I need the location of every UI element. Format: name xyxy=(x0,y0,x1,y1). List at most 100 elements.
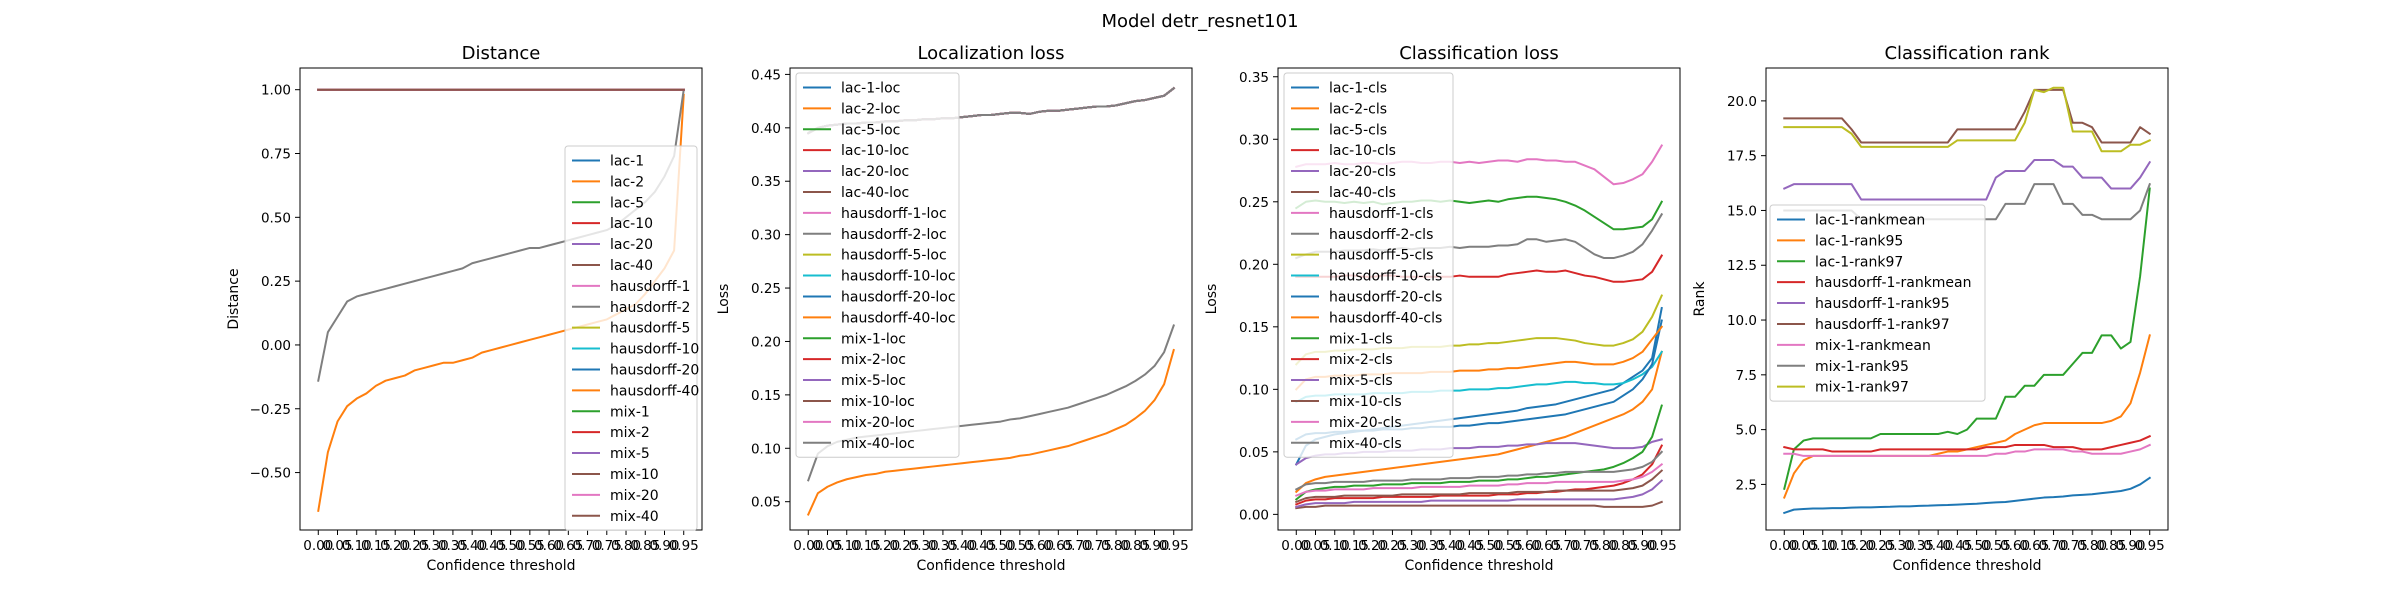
x-tick-label: 0.85 xyxy=(1120,538,1150,554)
legend-entry: hausdorff-2-cls xyxy=(1329,227,1433,243)
y-axis-label: Loss xyxy=(1204,284,1220,315)
x-tick-label: 0.00 xyxy=(303,538,333,554)
axes-frame xyxy=(299,67,703,531)
legend-entry: lac-20-cls xyxy=(1329,164,1396,180)
y-tick-label: 0.05 xyxy=(751,495,781,511)
chart-panel-3: Classification loss0.000.050.100.150.200… xyxy=(1204,43,1681,574)
y-tick-label: 0.75 xyxy=(261,147,291,163)
legend-entry: mix-5-loc xyxy=(841,373,906,389)
y-tick-label: 0.25 xyxy=(751,281,781,297)
y-tick-label: 0.35 xyxy=(1239,70,1269,86)
x-axis-label: Confidence threshold xyxy=(916,558,1065,574)
x-tick-label: 0.70 xyxy=(2039,538,2069,554)
y-tick-label: 10.0 xyxy=(1727,313,1757,329)
x-tick-label: 0.80 xyxy=(2077,538,2107,554)
x-tick-label: 0.25 xyxy=(399,538,429,554)
x-tick-label: 0.55 xyxy=(1981,538,2011,554)
x-tick-label: 0.65 xyxy=(1531,538,1561,554)
chart-title: Localization loss xyxy=(917,43,1064,64)
y-tick-label: 0.30 xyxy=(1239,132,1269,148)
legend-entry: mix-40-cls xyxy=(1329,436,1402,452)
x-tick-label: 0.95 xyxy=(1159,538,1189,554)
x-tick-label: 0.40 xyxy=(947,538,977,554)
y-tick-label: 0.00 xyxy=(1239,507,1269,523)
series-line-hausdorff-1-rank95 xyxy=(1782,159,2152,201)
x-tick-label: 0.85 xyxy=(1608,538,1638,554)
chart-panel-1: Distance0.000.050.100.150.200.250.300.35… xyxy=(226,43,703,574)
legend-entry: lac-5-loc xyxy=(841,122,900,138)
legend-entry: hausdorff-20-loc xyxy=(841,289,956,305)
legend-entry: mix-1-rank95 xyxy=(1815,359,1909,375)
series-line-mix-10-cls xyxy=(1294,469,1664,504)
legend-entry: mix-1-loc xyxy=(841,331,906,347)
x-tick-label: 0.70 xyxy=(1063,538,1093,554)
series-line-lac-1-rank97 xyxy=(1783,187,2151,491)
x-axis-label: Confidence threshold xyxy=(1892,558,2041,574)
legend-frame xyxy=(564,145,698,531)
legend-entry: hausdorff-1-rankmean xyxy=(1815,275,1972,291)
x-tick-label: 0.25 xyxy=(889,538,919,554)
x-tick-label: 0.25 xyxy=(1865,538,1895,554)
x-tick-label: 0.65 xyxy=(1043,538,1073,554)
x-tick-label: 0.10 xyxy=(1808,538,1838,554)
legend-entry: lac-1-cls xyxy=(1329,80,1387,96)
x-tick-label: 0.55 xyxy=(1493,538,1523,554)
legend-entry: hausdorff-5 xyxy=(610,321,690,337)
legend-entry: mix-1-rank97 xyxy=(1815,380,1909,396)
x-axis-label: Confidence threshold xyxy=(426,558,575,574)
x-tick-label: 0.15 xyxy=(1827,538,1857,554)
x-tick-label: 0.30 xyxy=(909,538,939,554)
x-tick-label: 0.10 xyxy=(832,538,862,554)
legend-entry: hausdorff-20-cls xyxy=(1329,289,1442,305)
legend-entry: mix-10-loc xyxy=(841,394,915,410)
x-tick-label: 0.15 xyxy=(1339,538,1369,554)
y-axis-label: Distance xyxy=(226,268,242,329)
legend-entry: lac-2-loc xyxy=(841,101,900,117)
y-tick-label: 0.00 xyxy=(261,338,291,354)
y-tick-label: 12.5 xyxy=(1727,258,1757,274)
legend-entry: hausdorff-40-loc xyxy=(841,310,956,326)
legend-entry: lac-1-rank95 xyxy=(1815,233,1903,249)
y-tick-label: 2.5 xyxy=(1736,477,1757,493)
x-tick-label: 0.35 xyxy=(1416,538,1446,554)
x-tick-label: 0.80 xyxy=(611,538,641,554)
legend-entry: lac-1 xyxy=(610,153,644,169)
x-tick-label: 0.90 xyxy=(2115,538,2145,554)
y-tick-label: 7.5 xyxy=(1736,368,1757,384)
legend-entry: lac-1-loc xyxy=(841,80,900,96)
legend-entry: mix-20-loc xyxy=(841,415,915,431)
legend-entry: lac-10-cls xyxy=(1329,143,1396,159)
x-tick-label: 0.80 xyxy=(1101,538,1131,554)
x-tick-label: 0.60 xyxy=(1512,538,1542,554)
legend-entry: lac-20-loc xyxy=(841,164,909,180)
x-tick-label: 0.15 xyxy=(851,538,881,554)
x-tick-label: 0.55 xyxy=(515,538,545,554)
legend-entry: mix-20-cls xyxy=(1329,415,1402,431)
x-tick-label: 0.45 xyxy=(1454,538,1484,554)
series-group xyxy=(317,88,685,513)
series-line-mix-2-cls xyxy=(1294,444,1664,506)
legend-entry: mix-5-cls xyxy=(1329,373,1393,389)
legend-entry: hausdorff-10-loc xyxy=(841,269,956,285)
legend-entry: lac-2 xyxy=(610,174,644,190)
legend-entry: lac-40-cls xyxy=(1329,185,1396,201)
legend-entry: mix-40 xyxy=(610,509,659,525)
figure-suptitle: Model detr_resnet101 xyxy=(1101,11,1298,32)
x-tick-label: 0.00 xyxy=(1281,538,1311,554)
y-tick-label: 0.35 xyxy=(751,174,781,190)
chart-title: Classification rank xyxy=(1884,43,2050,64)
legend-entry: lac-40 xyxy=(610,258,653,274)
axes-frame xyxy=(789,67,1193,531)
y-tick-label: 0.25 xyxy=(261,274,291,290)
x-tick-label: 0.40 xyxy=(1435,538,1465,554)
series-line-lac-2-loc xyxy=(806,348,1175,516)
legend-entry: lac-10-loc xyxy=(841,143,909,159)
x-tick-label: 0.45 xyxy=(1942,538,1972,554)
legend-entry: hausdorff-20 xyxy=(610,362,699,378)
x-tick-label: 0.50 xyxy=(986,538,1016,554)
legend-entry: hausdorff-1 xyxy=(610,279,690,295)
y-tick-label: 17.5 xyxy=(1727,149,1757,165)
series-line-mix-1-rankmean xyxy=(1783,443,2152,457)
x-tick-label: 0.45 xyxy=(966,538,996,554)
legend-entry: lac-40-loc xyxy=(841,185,909,201)
